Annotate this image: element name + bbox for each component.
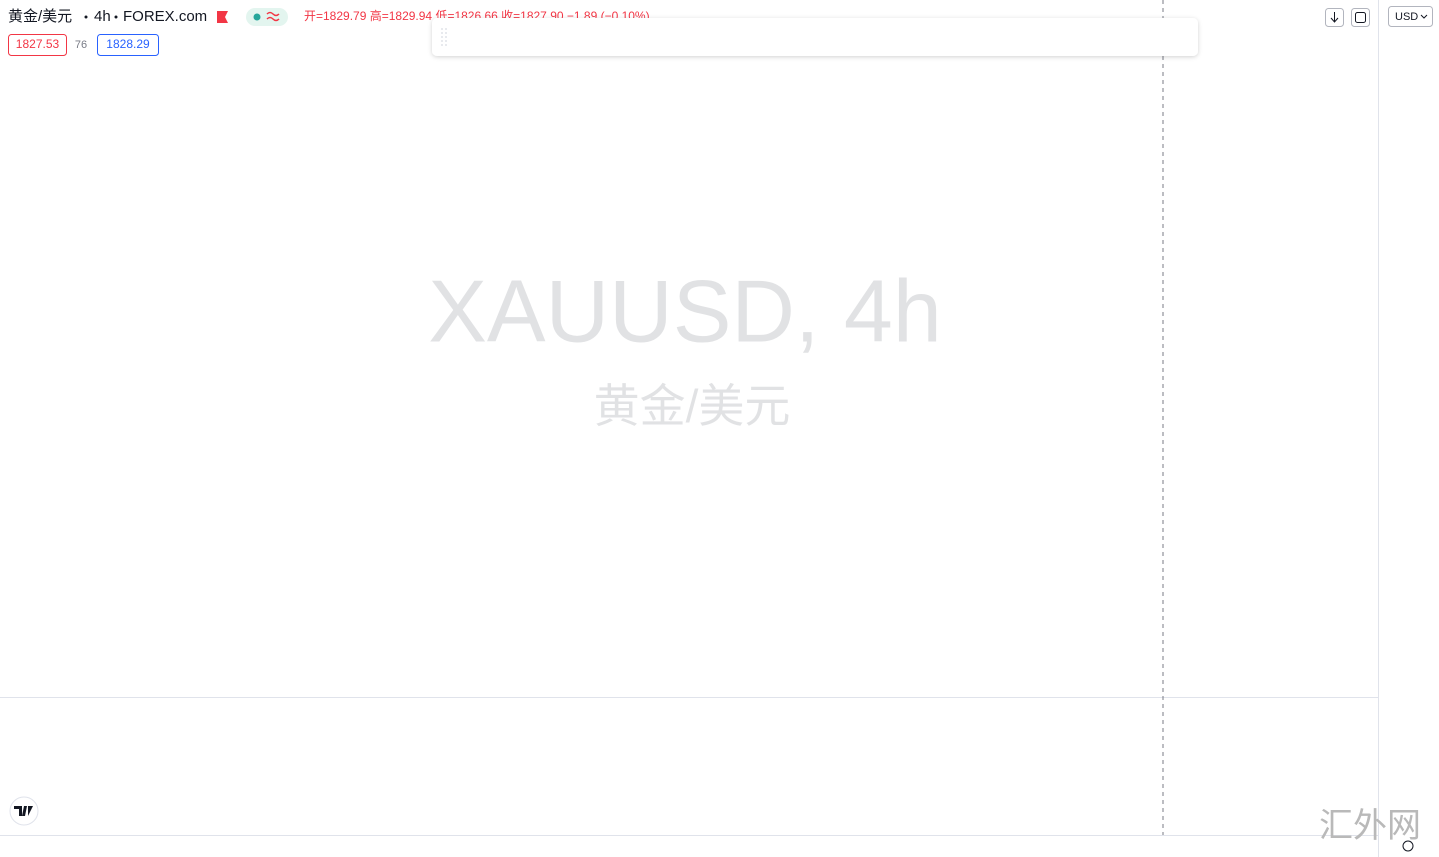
logo-mark — [14, 806, 33, 816]
interval: 4h — [94, 8, 111, 25]
currency-button[interactable] — [1388, 6, 1433, 27]
spread: 76 — [75, 39, 87, 51]
fullscreen-icon — [1355, 12, 1366, 23]
fullscreen-button[interactable] — [1351, 8, 1370, 27]
bid: 1827.53 — [16, 37, 60, 51]
toolbar-bg — [432, 18, 1198, 56]
watermark-sub: 黄金/美元 — [594, 380, 791, 432]
ask: 1828.29 — [106, 37, 150, 51]
symbol: 黄金/美元 — [8, 8, 72, 25]
source: FOREX.com — [123, 8, 207, 25]
status-dot — [253, 13, 261, 21]
watermark-layer: XAUUSD, 4h 黄金/美元 — [428, 261, 942, 432]
settings-icon[interactable] — [1402, 840, 1414, 852]
drawing-toolbar — [432, 18, 1198, 56]
currency: USD — [1395, 11, 1418, 23]
toolbar-handle[interactable] — [441, 28, 447, 46]
ask-box[interactable] — [97, 34, 159, 56]
separator — [84, 15, 88, 19]
status-icon — [266, 11, 280, 22]
bid-box[interactable] — [8, 34, 67, 56]
separator — [114, 15, 118, 19]
site-watermark: 汇外网 — [1319, 806, 1421, 846]
price-axis — [1378, 0, 1439, 857]
scroll-icon — [1330, 12, 1339, 23]
flag-icon[interactable] — [217, 11, 228, 23]
ui-layer: 黄金/美元 4h FOREX.com 开=1829.79 高=1829.94 低… — [8, 6, 1433, 852]
status-badge[interactable] — [246, 8, 288, 26]
dropdown-arrow — [1420, 14, 1428, 19]
watermark: XAUUSD, 4h — [428, 261, 942, 360]
